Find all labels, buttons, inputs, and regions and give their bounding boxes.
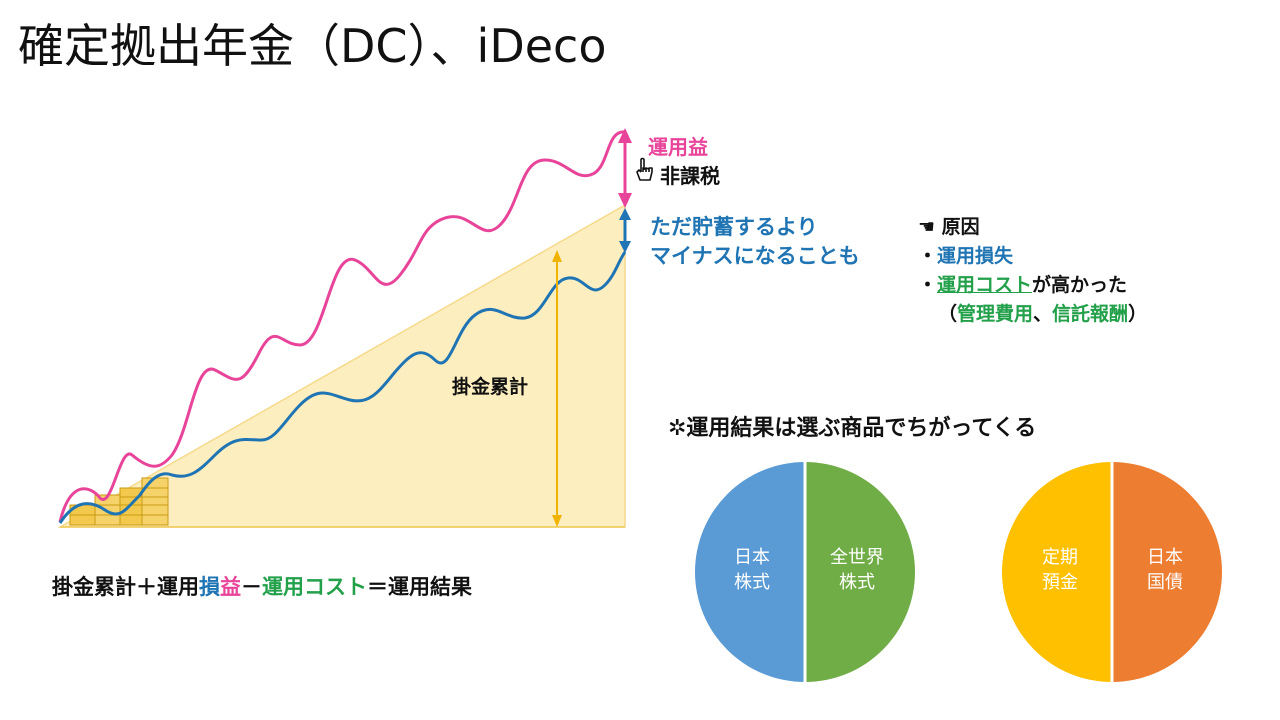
- paren-close: ）: [1128, 303, 1148, 325]
- cause-item-2-link: 運用コスト: [937, 274, 1033, 296]
- gain-curve: [58, 130, 626, 523]
- page-title: 確定拠出年金（DC）、iDeco: [18, 19, 607, 73]
- cause-item-2: ・運用コストが高かった: [918, 271, 1147, 300]
- formula-cost: 運用コスト: [262, 575, 367, 599]
- causes-header: 原因: [941, 216, 980, 238]
- causes-header-row: ☚ 原因: [918, 213, 1147, 242]
- pointing-hand-icon: [636, 157, 653, 181]
- pie2-right-line1: 日本: [1147, 547, 1183, 568]
- pie-slice-japan-stocks: [695, 462, 805, 682]
- formula-loss: 損: [199, 575, 220, 599]
- pie2-right-line2: 国債: [1147, 572, 1183, 593]
- cause-item-2-text: が高かった: [1032, 274, 1128, 296]
- pie-chart-safe: [1002, 462, 1222, 682]
- result-curve: [58, 251, 627, 524]
- cause-item-1-text: 運用損失: [937, 245, 1014, 267]
- pie1-left-line2: 株式: [734, 572, 770, 593]
- gain-arrow: [618, 128, 632, 208]
- pie1-right-line1: 全世界: [830, 547, 884, 568]
- products-note: ✲運用結果は選ぶ商品でちがってくる: [668, 416, 1037, 441]
- pie-chart-stocks: [695, 462, 915, 682]
- formula: 掛金累計＋運用損益－運用コスト＝運用結果: [52, 571, 472, 601]
- gain-label: 運用益: [648, 135, 708, 159]
- formula-gain: 益: [220, 575, 241, 599]
- pie2-left-line1: 定期: [1042, 547, 1078, 568]
- formula-result: ＝運用結果: [367, 575, 472, 599]
- tax-note: 非課税: [660, 164, 720, 188]
- pie-slice-world-stocks: [805, 462, 915, 682]
- loss-note-line2: マイナスになることも: [650, 244, 860, 268]
- formula-minus: －: [241, 575, 262, 599]
- pie-slice-japan-bonds: [1112, 462, 1222, 682]
- separator: 、: [1033, 303, 1053, 325]
- loss-note-line1: ただ貯蓄するより: [650, 215, 818, 239]
- bullet: ・: [918, 245, 938, 267]
- pie1-right-line2: 株式: [839, 572, 875, 593]
- cost-arrow: [619, 208, 631, 253]
- bullet: ・: [918, 274, 938, 296]
- causes-block: ☚ 原因 ・運用損失 ・運用コストが高かった （管理費用、信託報酬）: [918, 213, 1147, 329]
- cause-item-1: ・運用損失: [918, 242, 1147, 271]
- cause-item-3: （管理費用、信託報酬）: [918, 300, 1147, 329]
- contribution-arrow: [552, 250, 562, 527]
- cost-trust-fee: 信託報酬: [1052, 303, 1129, 325]
- pie1-left-line1: 日本: [734, 547, 770, 568]
- pie2-left-line2: 預金: [1042, 572, 1078, 593]
- coin-stack-icon: [69, 477, 169, 526]
- formula-part1: 掛金累計＋運用: [52, 575, 199, 599]
- contribution-label: 掛金累計: [452, 376, 529, 398]
- pointing-finger-icon: ☚: [918, 216, 936, 238]
- cost-admin: 管理費用: [957, 303, 1034, 325]
- paren-open: （: [938, 303, 958, 325]
- pie-slice-time-deposit: [1002, 462, 1112, 682]
